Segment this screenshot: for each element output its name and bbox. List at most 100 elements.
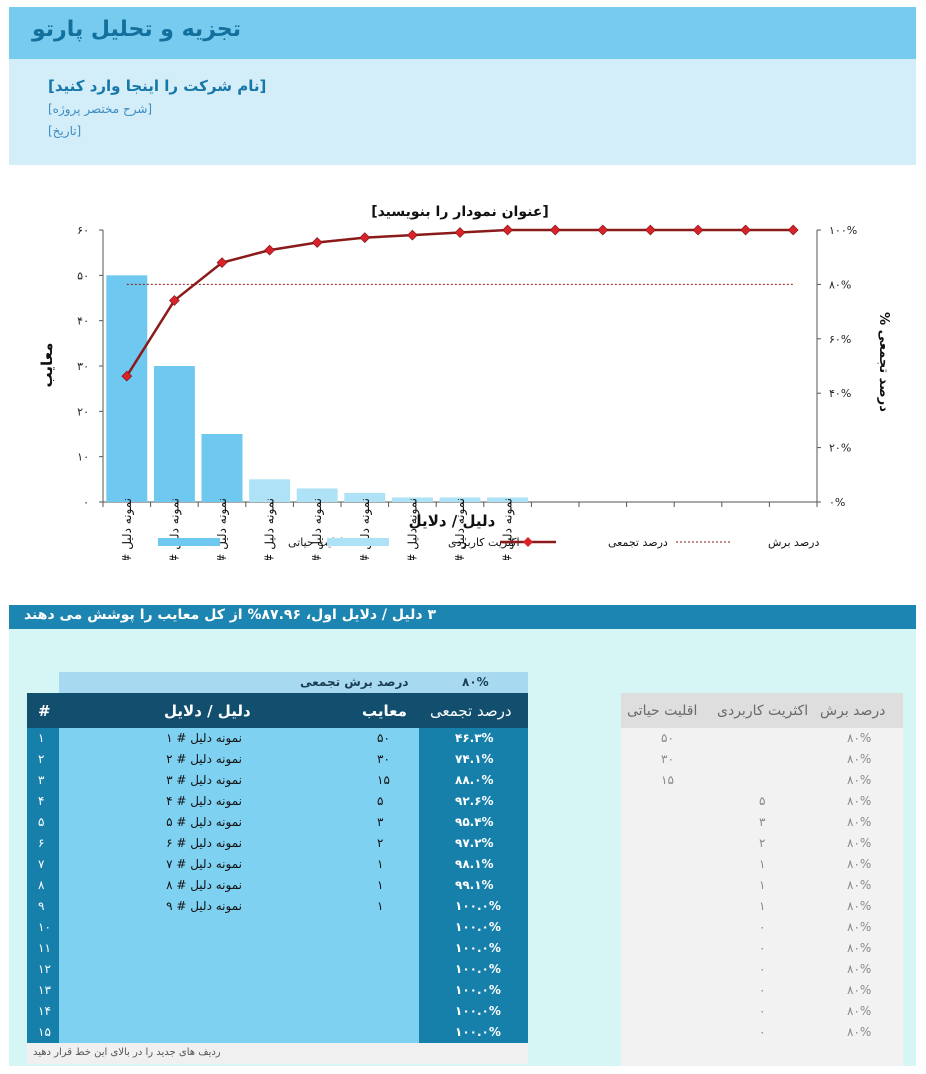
category-label: نمونه دلیل # ۹ (501, 498, 516, 560)
cumulative-cell: ۱۰۰.۰% (455, 1004, 501, 1018)
helper-row: ۰ ۸۰% (621, 959, 903, 980)
helper-table-background (621, 728, 903, 1066)
cumulative-point[interactable] (121, 370, 133, 382)
cumulative-point[interactable] (787, 224, 799, 236)
helper-header-row (621, 693, 903, 728)
helper-header-useful: اکثریت کاربردی (717, 703, 809, 719)
cause-cell[interactable]: نمونه دلیل # ۱ (166, 731, 242, 745)
vital-few-bar[interactable] (106, 275, 148, 502)
cause-cell[interactable]: نمونه دلیل # ۴ (166, 794, 242, 808)
table-row: ۸ نمونه دلیل # ۸ ۱ ۹۹.۱% (27, 875, 528, 896)
table-row: ۲ نمونه دلیل # ۲ ۳۰ ۷۴.۱% (27, 749, 528, 770)
row-number: ۱۴ (38, 1004, 51, 1018)
helper-cutoff-cell: ۸۰% (847, 1004, 872, 1018)
vital-few-bar[interactable] (201, 434, 243, 502)
helper-cutoff-cell: ۸۰% (847, 899, 872, 913)
defects-cell[interactable]: ۱۵ (377, 773, 390, 787)
y2-tick-label: ۲۰% (829, 442, 851, 455)
legend-label-useful: اکثریت کاربردی (448, 536, 520, 549)
helper-row: ۵۰ ۸۰% (621, 728, 903, 749)
date-cell[interactable]: [تاریخ] (48, 124, 82, 138)
y-tick-label: ۵۰ (77, 269, 89, 282)
cause-cell[interactable]: نمونه دلیل # ۷ (166, 857, 242, 871)
cumulative-point[interactable] (407, 229, 418, 241)
cumulative-point[interactable] (454, 227, 466, 238)
cumulative-cell: ۹۸.۱% (455, 857, 494, 871)
defects-cell[interactable]: ۱ (377, 878, 384, 892)
defects-cell[interactable]: ۱ (377, 899, 384, 913)
helper-row: ۰ ۸۰% (621, 938, 903, 959)
header-cause: دلیل / دلایل (164, 702, 251, 720)
cause-cell[interactable]: نمونه دلیل # ۲ (166, 752, 242, 766)
cumulative-point[interactable] (216, 257, 228, 269)
table-row: ۱۳ ۱۰۰.۰% (27, 980, 528, 1001)
cutoff-value-cell[interactable]: ۸۰% (462, 675, 489, 689)
helper-cutoff-cell: ۸۰% (847, 773, 872, 787)
useful-many-bar[interactable] (439, 497, 481, 502)
helper-useful-cell: ۰ (759, 920, 766, 934)
cause-cell[interactable]: نمونه دلیل # ۹ (166, 899, 242, 913)
y2-tick-label: ۸۰% (829, 278, 851, 291)
table-row: ۱۴ ۱۰۰.۰% (27, 1001, 528, 1022)
useful-many-bar[interactable] (296, 488, 338, 502)
table-row: ۱۱ ۱۰۰.۰% (27, 938, 528, 959)
y2-tick-label: ۶۰% (829, 333, 851, 346)
cutoff-row (59, 672, 528, 693)
cumulative-point[interactable] (359, 232, 371, 243)
defects-cell[interactable]: ۵۰ (377, 731, 390, 745)
helper-cutoff-cell: ۸۰% (847, 962, 872, 976)
cumulative-point[interactable] (502, 224, 513, 236)
cumulative-point[interactable] (597, 224, 609, 236)
legend-swatch-useful (327, 538, 389, 546)
summary-text: ۳ دلیل / دلایل اول، ۸۷.۹۶% از کل معایب ر… (23, 607, 436, 623)
legend-label-cutoff: درصد برش (768, 536, 819, 549)
cumulative-point[interactable] (264, 244, 275, 256)
defects-cell[interactable]: ۵ (377, 794, 384, 808)
useful-many-bar[interactable] (487, 497, 529, 502)
helper-cutoff-cell: ۸۰% (847, 836, 872, 850)
header-band (9, 7, 916, 59)
cumulative-cell: ۱۰۰.۰% (455, 962, 501, 976)
defects-cell[interactable]: ۳۰ (377, 752, 390, 766)
pareto-chart[interactable]: [عنوان نمودار را بنویسید] ۰ ۱۰ ۲۰ ۳۰ ۴۰ ۵۰ ۶۰ ۰… (0, 190, 926, 560)
table-row: ۶ نمونه دلیل # ۶ ۲ ۹۷.۲% (27, 833, 528, 854)
helper-row: ۳۰ ۸۰% (621, 749, 903, 770)
cumulative-point[interactable] (740, 224, 751, 236)
useful-many-bar[interactable] (391, 497, 433, 502)
cumulative-point[interactable] (645, 224, 656, 236)
company-name-cell[interactable]: [نام شرکت را اینجا وارد کنید] (48, 77, 267, 95)
insert-rows-note-row (27, 1043, 528, 1064)
helper-cutoff-cell: ۸۰% (847, 857, 872, 871)
defects-cell[interactable]: ۳ (377, 815, 384, 829)
defects-cell[interactable]: ۲ (377, 836, 384, 850)
helper-cutoff-cell: ۸۰% (847, 983, 872, 997)
y-tick-label: ۶۰ (77, 224, 89, 237)
table-row: ۱۲ ۱۰۰.۰% (27, 959, 528, 980)
cause-cell[interactable]: نمونه دلیل # ۵ (166, 815, 242, 829)
row-number: ۶ (38, 836, 45, 850)
category-label: نمونه دلیل # ۴ (263, 498, 278, 560)
category-label: نمونه دلیل # ۷ (405, 498, 420, 560)
useful-many-bar[interactable] (344, 492, 386, 502)
cause-cell[interactable]: نمونه دلیل # ۸ (166, 878, 242, 892)
project-description-cell[interactable]: [شرح مختصر پروژه] (48, 102, 153, 116)
cumulative-cell: ۱۰۰.۰% (455, 899, 501, 913)
helper-vital-cell: ۵۰ (661, 731, 674, 745)
cause-cell[interactable]: نمونه دلیل # ۳ (166, 773, 242, 787)
vital-few-bar[interactable] (153, 366, 195, 502)
table-row: ۹ نمونه دلیل # ۹ ۱ ۱۰۰.۰% (27, 896, 528, 917)
cause-cell[interactable]: نمونه دلیل # ۶ (166, 836, 242, 850)
cumulative-cell: ۱۰۰.۰% (455, 920, 501, 934)
cause-column (59, 728, 419, 1043)
cumulative-point[interactable] (692, 224, 704, 236)
helper-cutoff-cell: ۸۰% (847, 920, 872, 934)
useful-many-bar[interactable] (249, 479, 291, 502)
cumulative-point[interactable] (549, 224, 561, 236)
cumulative-point[interactable] (311, 237, 323, 248)
y-tick-label: ۲۰ (77, 405, 89, 418)
helper-row: ۱ ۸۰% (621, 854, 903, 875)
cumulative-point[interactable] (169, 295, 180, 306)
helper-vital-cell: ۱۵ (661, 773, 674, 787)
defects-cell[interactable]: ۱ (377, 857, 384, 871)
table-row: ۳ نمونه دلیل # ۳ ۱۵ ۸۸.۰% (27, 770, 528, 791)
